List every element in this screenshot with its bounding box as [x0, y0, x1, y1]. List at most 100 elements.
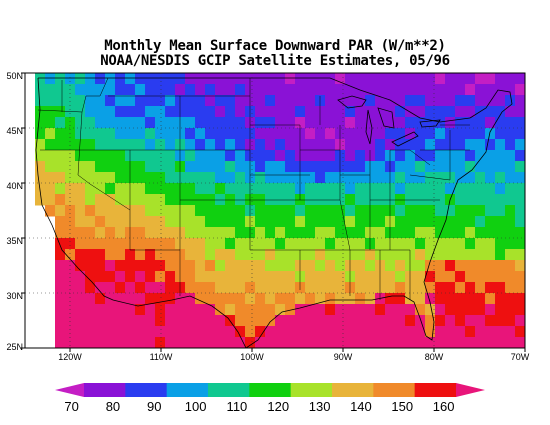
par-cell: [95, 304, 106, 316]
par-cell: [195, 227, 206, 239]
par-cell: [55, 326, 66, 338]
par-cell: [415, 260, 426, 272]
par-cell: [465, 194, 476, 206]
par-cell: [155, 73, 166, 85]
par-cell: [185, 139, 196, 151]
par-cell: [495, 161, 506, 173]
par-cell: [135, 117, 146, 129]
par-cell: [305, 282, 316, 294]
par-cell: [445, 216, 456, 228]
par-cell: [185, 73, 196, 85]
par-cell: [195, 95, 206, 107]
par-cell: [385, 139, 396, 151]
par-cell: [395, 216, 406, 228]
par-cell: [475, 271, 486, 283]
par-cell: [415, 161, 426, 173]
par-cell: [325, 150, 336, 162]
colorbar-swatch: [249, 383, 292, 397]
par-cell: [345, 139, 356, 151]
par-cell: [485, 238, 496, 250]
par-cell: [325, 304, 336, 316]
par-cell: [235, 95, 246, 107]
par-cell: [295, 304, 306, 316]
par-cell: [445, 282, 456, 294]
par-cell: [225, 238, 236, 250]
par-cell: [415, 128, 426, 140]
par-cell: [35, 139, 46, 151]
par-cell: [355, 117, 366, 129]
par-cell: [495, 304, 506, 316]
par-cell: [265, 216, 276, 228]
par-cell: [415, 304, 426, 316]
par-cell: [85, 73, 96, 85]
par-cell: [425, 139, 436, 151]
par-cell: [465, 205, 476, 217]
par-cell: [315, 227, 326, 239]
par-cell: [495, 227, 506, 239]
par-cell: [145, 139, 156, 151]
par-cell: [155, 315, 166, 327]
par-cell: [435, 139, 446, 151]
par-cell: [265, 128, 276, 140]
par-cell: [155, 172, 166, 184]
par-cell: [275, 238, 286, 250]
colorbar-swatch: [166, 383, 209, 397]
par-cell: [355, 271, 366, 283]
par-cell: [135, 73, 146, 85]
par-cell: [285, 183, 296, 195]
par-cell: [95, 282, 106, 294]
par-cell: [235, 238, 246, 250]
par-cell: [195, 293, 206, 305]
par-cell: [475, 117, 486, 129]
par-cell: [485, 260, 496, 272]
par-cell: [55, 238, 66, 250]
par-cell: [285, 128, 296, 140]
par-cell: [435, 326, 446, 338]
par-cell: [105, 95, 116, 107]
par-cell: [165, 337, 176, 348]
par-cell: [455, 95, 466, 107]
par-cell: [465, 326, 476, 338]
par-cell: [165, 128, 176, 140]
par-cell: [215, 150, 226, 162]
par-cell: [55, 271, 66, 283]
par-cell: [55, 183, 66, 195]
par-cell: [215, 117, 226, 129]
par-cell: [345, 172, 356, 184]
par-cell: [155, 260, 166, 272]
lake-superior: [337, 95, 367, 109]
par-cell: [75, 95, 86, 107]
par-cell: [305, 216, 316, 228]
par-cell: [215, 161, 226, 173]
par-cell: [85, 150, 96, 162]
par-cell: [125, 293, 136, 305]
par-cell: [335, 227, 346, 239]
par-cell: [225, 117, 236, 129]
par-cell: [205, 106, 216, 118]
par-cell: [235, 128, 246, 140]
par-cell: [105, 73, 116, 85]
par-cell: [135, 271, 146, 283]
par-cell: [505, 161, 516, 173]
par-cell: [345, 238, 356, 250]
par-cell: [335, 249, 346, 261]
par-cell: [135, 106, 146, 118]
par-cell: [75, 172, 86, 184]
par-cell: [225, 293, 236, 305]
par-cell: [115, 150, 126, 162]
par-cell: [65, 194, 76, 206]
par-cell: [415, 216, 426, 228]
par-cell: [385, 282, 396, 294]
par-cell: [125, 73, 136, 85]
par-cell: [455, 293, 466, 305]
par-cell: [275, 172, 286, 184]
par-cell: [485, 161, 496, 173]
par-cell: [45, 95, 56, 107]
par-cell: [215, 73, 226, 85]
par-cell: [125, 326, 136, 338]
par-cell: [45, 205, 56, 217]
par-cell: [55, 304, 66, 316]
par-cell: [385, 249, 396, 261]
par-cell: [135, 238, 146, 250]
par-cell: [135, 216, 146, 228]
